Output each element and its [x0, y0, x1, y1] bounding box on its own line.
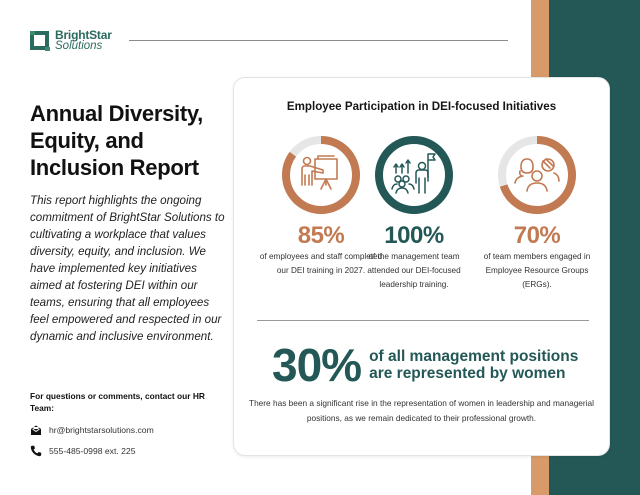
stat-description: of team members engaged in Employee Reso… — [483, 252, 591, 289]
progress-ring-100 — [374, 135, 454, 215]
progress-ring-85 — [281, 135, 361, 215]
contact-email-row[interactable]: hr@brightstarsolutions.com — [30, 424, 154, 436]
phone-icon — [30, 445, 42, 457]
stat-value: 85% — [297, 222, 345, 249]
highlight-label-line1: of all management positions — [369, 348, 579, 365]
dei-stats-card: Employee Participation in DEI-focused In… — [233, 77, 610, 456]
stat-value: 100% — [384, 222, 444, 249]
card-divider — [257, 320, 589, 321]
brand-logo: BrightStar Solutions — [29, 28, 112, 52]
highlight-value: 30% — [272, 339, 362, 391]
card-title: Employee Participation in DEI-focused In… — [286, 100, 557, 113]
presentation-icon — [297, 151, 345, 199]
stat-description: of employees and staff completed our DEI… — [259, 252, 383, 275]
contact-phone[interactable]: 555-485-0998 ext. 225 — [49, 446, 136, 456]
contact-heading: For questions or comments, contact our H… — [30, 391, 205, 413]
contact-email[interactable]: hr@brightstarsolutions.com — [49, 425, 154, 435]
brand-name: BrightStar — [55, 28, 112, 42]
leadership-team-icon — [390, 151, 438, 199]
brand-subname: Solutions — [55, 40, 103, 52]
group-people-icon — [513, 151, 561, 199]
stat-value: 70% — [513, 222, 561, 249]
contact-phone-row[interactable]: 555-485-0998 ext. 225 — [30, 445, 135, 457]
highlight-label-line2: are represented by women — [369, 365, 566, 382]
stat-description: of the management team attended our DEI-… — [367, 252, 461, 289]
report-title: Annual Diversity, Equity, and Inclusion … — [30, 101, 203, 180]
stat-training-completion: 85% of employees and staff completed our… — [259, 135, 383, 278]
highlight-description: There has been a significant rise in the… — [249, 398, 594, 423]
header-divider — [129, 40, 508, 41]
stat-erg-engagement: 70% of team members engaged in Employee … — [475, 135, 599, 292]
envelope-icon — [30, 424, 42, 436]
progress-ring-70 — [497, 135, 577, 215]
women-management-highlight: 30% of all management positions are repr… — [272, 340, 578, 390]
report-intro: This report highlights the ongoing commi… — [30, 194, 225, 343]
stat-leadership-training: 100% of the management team attended our… — [352, 135, 476, 292]
logo-square-icon — [29, 30, 51, 52]
